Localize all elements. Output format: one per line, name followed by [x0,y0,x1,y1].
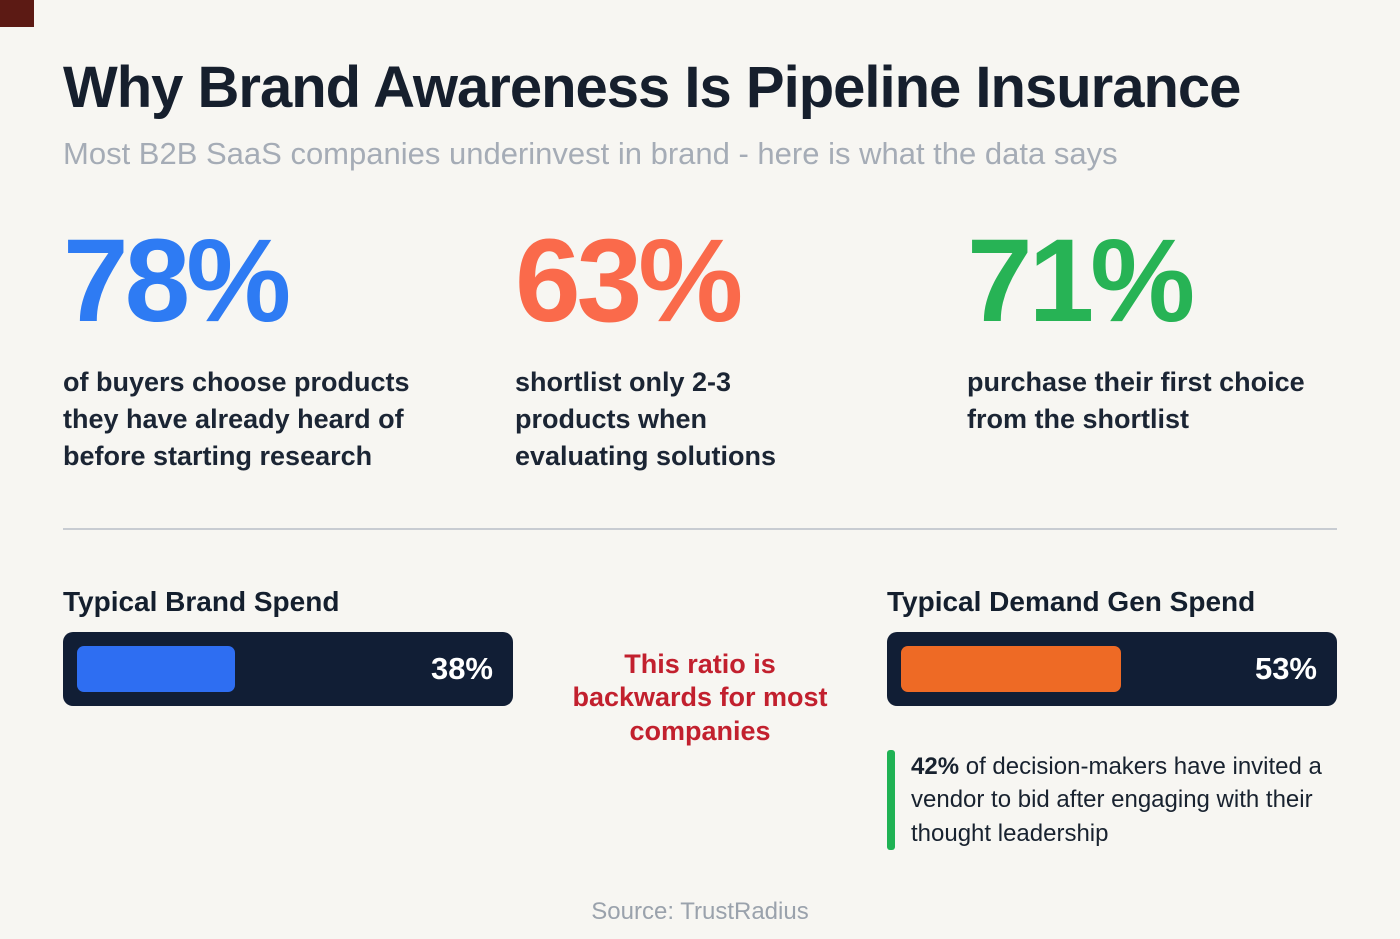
infographic: Why Brand Awareness Is Pipeline Insuranc… [63,55,1337,851]
stat-buyers-heard-of: 78% of buyers choose products they have … [63,222,515,476]
stat-caption: purchase their first choice from the sho… [967,366,1305,435]
ratio-callout: This ratio is backwards for most compani… [572,648,828,747]
brand-spend-bar-fill [77,645,236,692]
stats-row: 78% of buyers choose products they have … [63,222,1337,476]
stat-value: 71% [967,214,1195,347]
source-credit: Source: TrustRadius [591,898,809,925]
demand-gen-spend-bar: 53% [887,631,1337,706]
brand-spend-block: Typical Brand Spend 38% [63,586,513,851]
stat-shortlist-size: 63% shortlist only 2-3 products when eva… [515,222,967,476]
spend-comparison-row: Typical Brand Spend 38% This ratio is ba… [63,586,1337,851]
demand-gen-spend-label: Typical Demand Gen Spend [887,585,1256,617]
demand-gen-spend-block: Typical Demand Gen Spend 53% 42% of deci… [887,586,1337,851]
stat-caption: shortlist only 2-3 products when evaluat… [515,366,777,472]
stat-caption: of buyers choose products they have alre… [63,366,410,472]
demand-gen-spend-value: 53% [1254,650,1317,686]
note-highlight: 42% [911,752,960,780]
corner-mark [0,0,34,27]
brand-spend-bar: 38% [63,631,513,706]
brand-spend-label: Typical Brand Spend [63,585,340,617]
note-body: of decision-makers have invited a vendor… [911,752,1322,847]
divider [63,527,1337,530]
stat-value: 63% [515,214,743,347]
note-accent-bar [887,749,895,851]
stat-value: 78% [63,214,291,347]
page-title: Why Brand Awareness Is Pipeline Insuranc… [63,55,1241,120]
page-subtitle: Most B2B SaaS companies underinvest in b… [63,135,1118,171]
thought-leadership-note: 42% of decision-makers have invited a ve… [887,749,1337,851]
brand-spend-value: 38% [430,650,493,686]
stat-first-choice-purchase: 71% purchase their first choice from the… [967,222,1337,476]
demand-gen-spend-bar-fill [901,645,1122,692]
note-text: 42% of decision-makers have invited a ve… [911,750,1336,851]
